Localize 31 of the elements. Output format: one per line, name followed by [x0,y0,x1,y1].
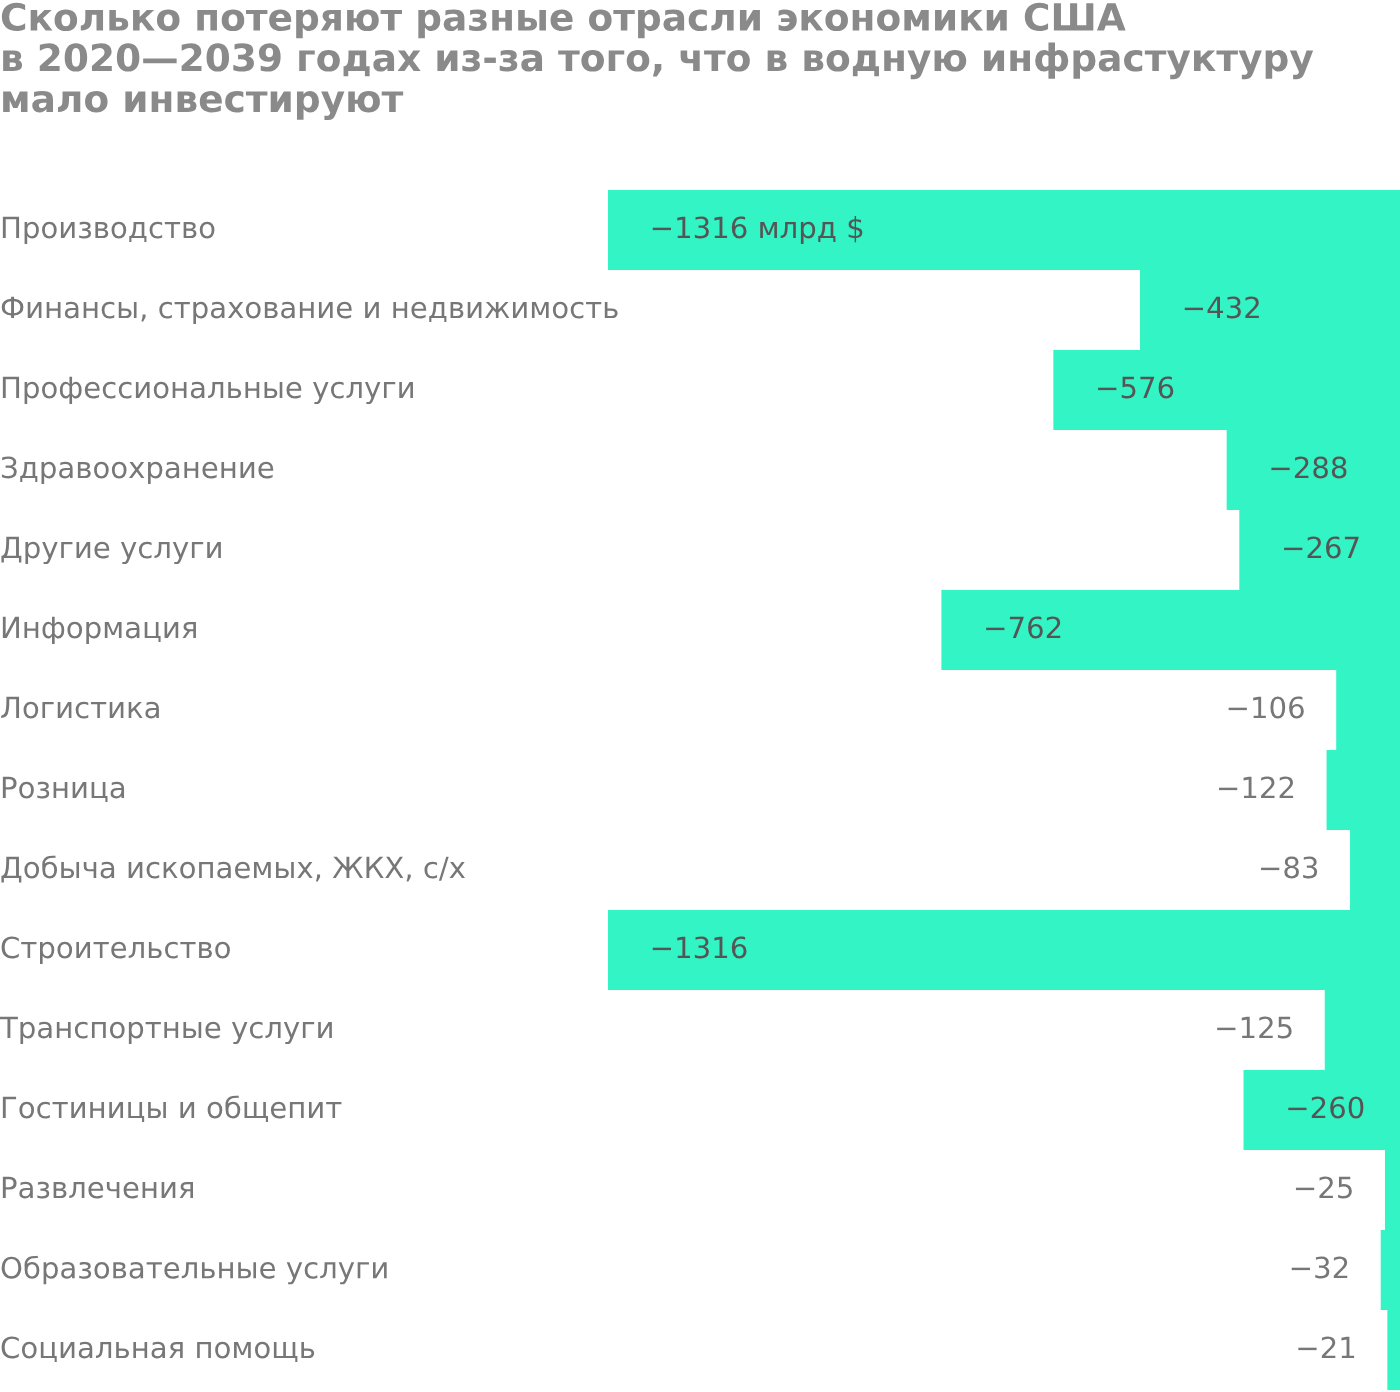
y-tick-label: Информация [2,616,196,645]
data-label: −576 [1098,376,1174,399]
y-tick-label: Гостиницы и общепит [2,1095,342,1123]
data-label: −432 [1184,296,1259,319]
y-tick-label: Образовательные услуги [1,1255,387,1285]
data-label: −288 [1271,456,1347,479]
y-tick-label: Профессиональные услуги [2,376,413,405]
data-label: −122 [1219,776,1294,799]
y-tick-label: Финансы, страхование и недвижимость [1,296,618,325]
data-label: −267 [1284,536,1359,559]
y-tick-label: Производство [2,216,215,245]
data-label: −762 [986,616,1061,639]
data-label: −25 [1295,1176,1352,1199]
y-tick-label: Логистика [1,696,159,719]
data-label: −106 [1228,696,1304,719]
data-label: −125 [1217,1016,1292,1039]
data-label: −21 [1298,1336,1355,1359]
y-tick-label: Здравоохранение [1,456,274,485]
chart-title: Сколько потеряют разные отрасли экономики США в 2020—2039 годах из-за того, что в водную инфрастуктуру мало инвестируют [1,2,1314,121]
data-label: −260 [1288,1096,1364,1119]
y-tick-label: Транспортные услуги [0,1016,332,1045]
y-tick-label: Другие услуги [1,536,221,565]
data-label: −32 [1291,1256,1348,1279]
y-tick-label: Добыча ископаемых, ЖКХ, с/х [1,855,466,883]
data-label: −83 [1261,856,1318,879]
data-label: −1316 [652,936,747,959]
y-tick-label: Развлечения [2,1176,194,1199]
y-tick-label: Розница [2,776,125,803]
y-tick-label: Социальная помощь [1,1336,315,1363]
y-tick-label: Строительство [1,936,230,965]
data-label: −1316 млрд $ [652,215,863,245]
